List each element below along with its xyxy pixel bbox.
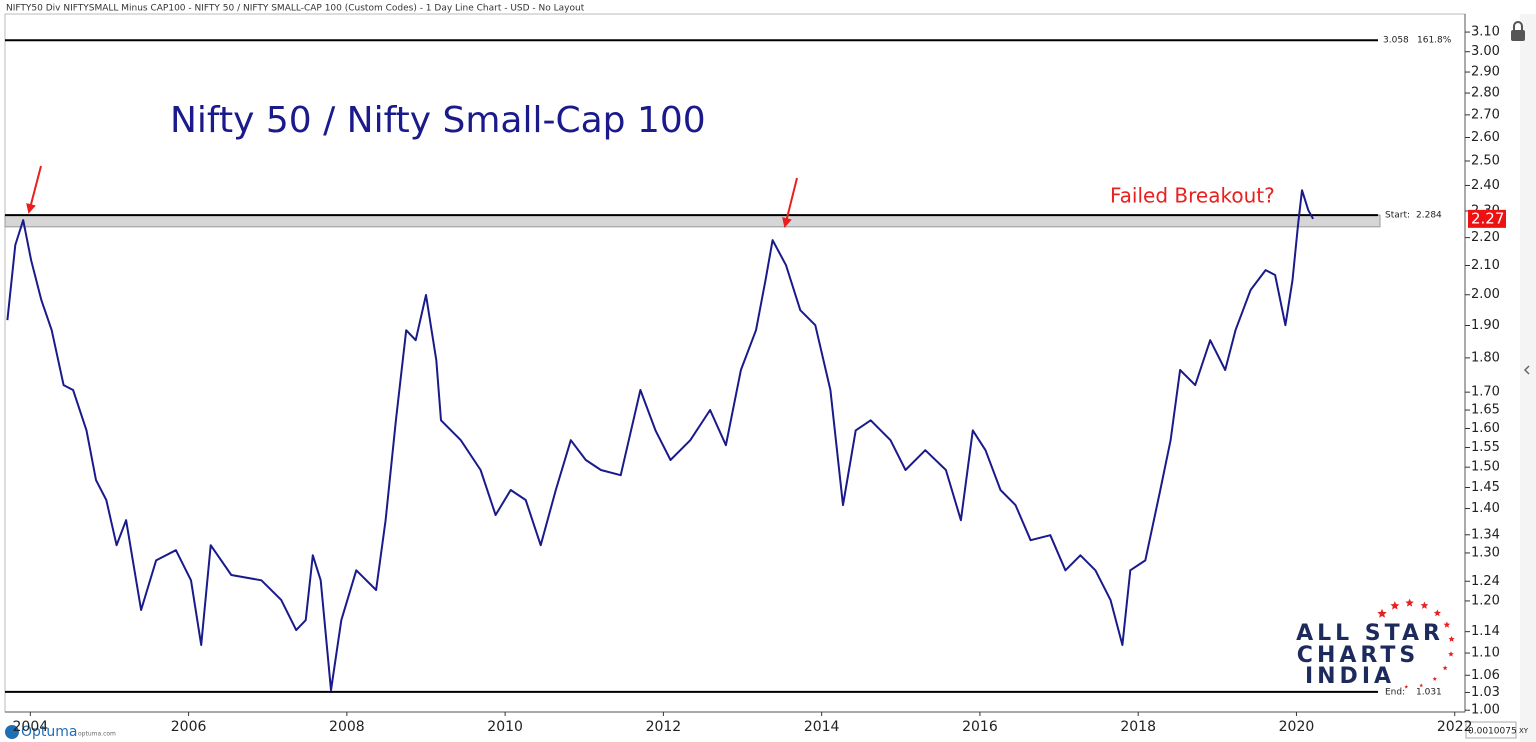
y-tick-label: 2.10 — [1471, 258, 1500, 273]
y-tick-label: 2.40 — [1471, 178, 1500, 193]
level-label: Start: — [1385, 211, 1410, 221]
y-tick-label: 1.03 — [1471, 685, 1500, 700]
chart-header: NIFTY50 Div NIFTYSMALL Minus CAP100 - NI… — [6, 4, 585, 14]
watermark-line: CHARTS — [1297, 643, 1419, 668]
x-tick-label: 2014 — [804, 719, 840, 735]
y-tick-label: 3.00 — [1471, 44, 1500, 59]
y-tick-label: 2.00 — [1471, 287, 1500, 302]
arrow — [26, 165, 42, 214]
y-tick-label: 3.10 — [1471, 25, 1500, 40]
x-tick-label: 2008 — [329, 719, 365, 735]
annotation: Failed Breakout? — [1110, 184, 1275, 208]
y-tick-label: 2.20 — [1471, 230, 1500, 245]
y-tick-label: 1.45 — [1471, 480, 1500, 495]
y-tick-label: 1.10 — [1471, 646, 1500, 661]
star — [1442, 665, 1448, 671]
y-tick-label: 2.90 — [1471, 65, 1500, 80]
star — [1405, 598, 1414, 607]
y-tick-label: 1.06 — [1471, 668, 1500, 683]
x-tick-label: 2016 — [962, 719, 998, 735]
x-tick-label: 2012 — [646, 719, 682, 735]
y-tick-label: 1.34 — [1471, 527, 1500, 542]
y-tick-label: 2.70 — [1471, 107, 1500, 122]
star — [1443, 621, 1451, 628]
star — [1448, 635, 1455, 642]
y-tick-label: 1.24 — [1471, 574, 1500, 589]
star — [1420, 601, 1429, 609]
y-tick-label: 2.80 — [1471, 86, 1500, 101]
watermark-line: ALL STAR — [1296, 621, 1444, 646]
star — [1432, 676, 1437, 681]
star — [1433, 609, 1441, 617]
lock-shackle — [1513, 21, 1523, 30]
level-label: End: — [1385, 687, 1405, 697]
logo-box — [0, 719, 116, 742]
chart-title: Nifty 50 / Nifty Small-Cap 100 — [170, 100, 706, 141]
last-price-box — [1468, 209, 1506, 228]
star — [1377, 608, 1387, 618]
scale-mode[interactable]: XY — [1519, 727, 1529, 735]
y-tick-label: 1.40 — [1471, 501, 1500, 516]
y-tick-label: 1.65 — [1471, 403, 1500, 418]
star — [1390, 601, 1400, 610]
star — [1419, 683, 1424, 688]
x-tick-label: 2006 — [171, 719, 207, 735]
y-tick-label: 1.00 — [1471, 703, 1500, 718]
y-tick-label: 1.50 — [1471, 460, 1500, 475]
y-tick-label: 1.60 — [1471, 421, 1500, 436]
watermark-stars — [1377, 598, 1455, 689]
x-tick-label: 2004 — [13, 719, 49, 735]
y-tick-label: 2.50 — [1471, 153, 1500, 168]
last-price-label: 2.27 — [1471, 209, 1504, 227]
plot-area — [4, 39, 1381, 693]
watermark-line: INDIA — [1305, 664, 1395, 689]
level-value: 3.058 — [1383, 36, 1409, 46]
logo-url: optuma.com — [78, 731, 116, 738]
x-tick-label: 2022 — [1437, 719, 1473, 735]
star — [1448, 651, 1454, 657]
y-tick-label: 1.20 — [1471, 593, 1500, 608]
y-tick-label: 1.70 — [1471, 385, 1500, 400]
logo-mark — [5, 725, 19, 739]
x-tick-label: 2010 — [487, 719, 523, 735]
y-tick-label: 1.80 — [1471, 350, 1500, 365]
y-tick-label: 1.55 — [1471, 440, 1500, 455]
x-tick-label: 2020 — [1279, 719, 1315, 735]
y-tick-label: 1.90 — [1471, 318, 1500, 333]
level-value: 2.284 — [1416, 211, 1442, 221]
collapse-arrow[interactable] — [1523, 365, 1530, 375]
logo-text: Optuma — [21, 724, 78, 740]
watermark: ALL STAR CHARTS INDIA — [1296, 621, 1444, 689]
y-tick-label: 2.60 — [1471, 130, 1500, 145]
arrow — [782, 177, 798, 228]
zone-band — [4, 214, 1381, 228]
scale-box[interactable] — [1465, 721, 1517, 739]
y-tick-label: 1.14 — [1471, 624, 1500, 639]
level-label: 161.8% — [1417, 36, 1452, 46]
star — [1404, 684, 1409, 689]
side-strip — [1520, 14, 1536, 742]
series-line — [6, 189, 1314, 692]
scale-value: 0.0010075 — [1468, 727, 1517, 737]
y-tick-label: 1.30 — [1471, 545, 1500, 560]
x-tick-label: 2018 — [1120, 719, 1156, 735]
lock-icon[interactable] — [1511, 30, 1525, 41]
level-value: 1.031 — [1416, 687, 1442, 697]
